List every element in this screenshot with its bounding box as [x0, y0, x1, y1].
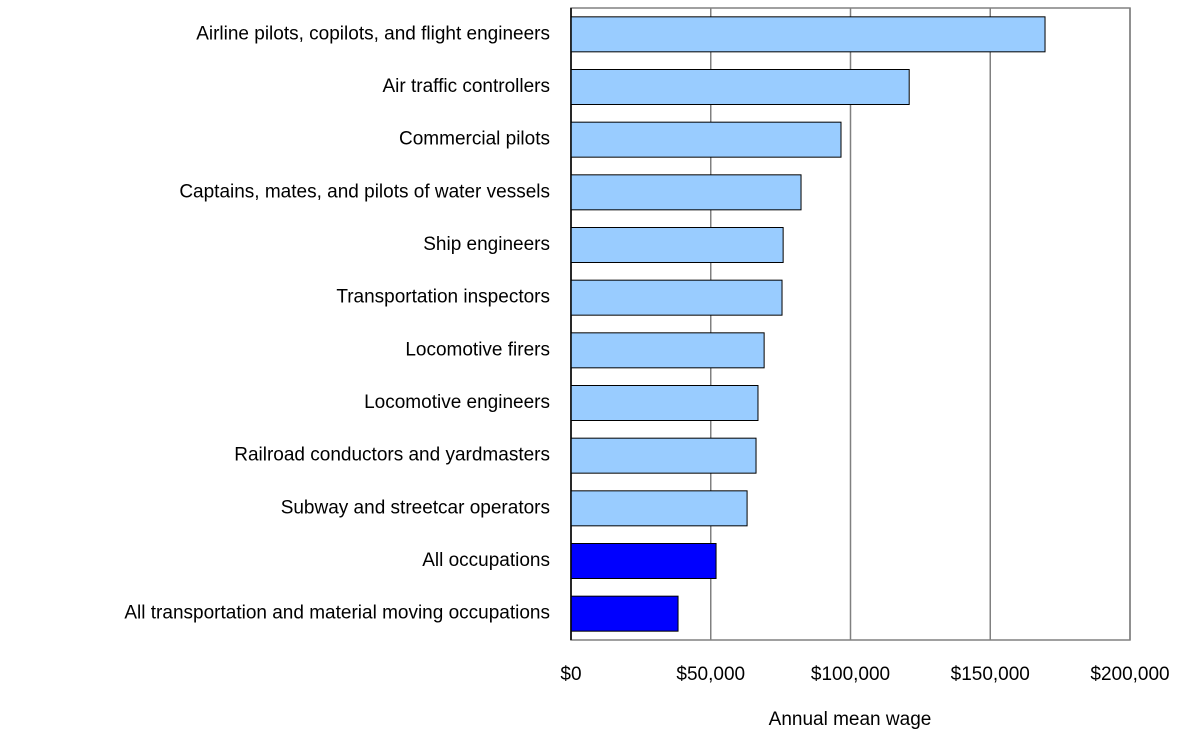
x-tick-label: $150,000	[951, 664, 1030, 685]
y-tick-label: All occupations	[422, 550, 550, 571]
x-tick-label: $50,000	[676, 664, 745, 685]
x-tick-label: $0	[560, 664, 581, 685]
bar	[570, 595, 679, 632]
y-tick-label: Transportation inspectors	[336, 287, 550, 308]
bar	[570, 279, 783, 316]
y-tick-label: Ship engineers	[423, 234, 550, 255]
y-tick-label: Airline pilots, copilots, and flight eng…	[196, 23, 550, 44]
bar	[570, 121, 842, 158]
bar	[570, 490, 748, 527]
y-tick-label: Locomotive firers	[405, 339, 550, 360]
y-tick-label: Air traffic controllers	[382, 76, 550, 97]
y-tick-label: Commercial pilots	[399, 129, 550, 150]
bar	[570, 332, 765, 369]
bar	[570, 543, 717, 579]
y-tick-label: Locomotive engineers	[364, 392, 550, 413]
x-tick-label: $200,000	[1090, 664, 1169, 685]
bar	[570, 69, 910, 105]
y-tick-label: Captains, mates, and pilots of water ves…	[179, 181, 550, 202]
bar	[570, 437, 757, 474]
bar	[570, 174, 802, 211]
y-tick-label: Subway and streetcar operators	[281, 497, 550, 518]
x-axis-label: Annual mean wage	[769, 709, 932, 730]
y-tick-label: Railroad conductors and yardmasters	[234, 445, 550, 466]
bar	[570, 16, 1046, 53]
bar	[570, 385, 759, 421]
bar	[570, 227, 784, 263]
x-tick-label: $100,000	[811, 664, 890, 685]
y-tick-label: All transportation and material moving o…	[124, 603, 550, 624]
